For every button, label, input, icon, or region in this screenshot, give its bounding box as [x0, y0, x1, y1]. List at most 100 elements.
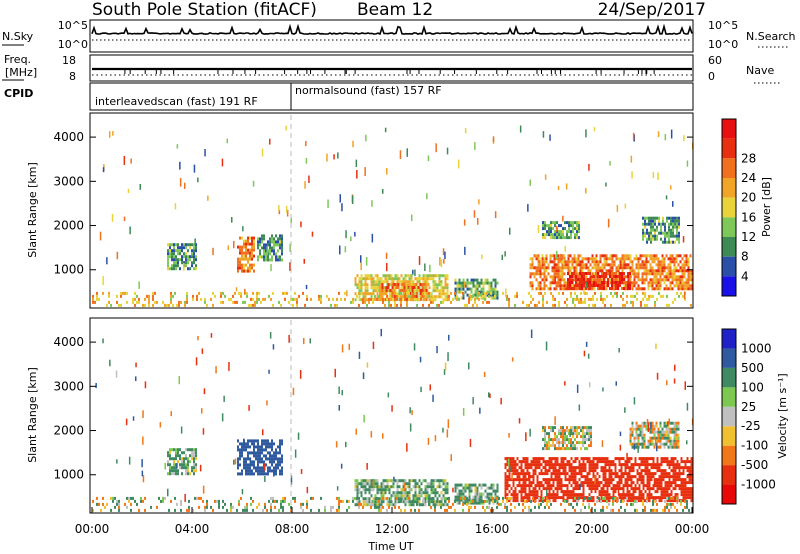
echo-cell [656, 297, 658, 301]
echo-cell [537, 254, 540, 258]
echo-cell [169, 246, 171, 250]
echo-cell [537, 225, 540, 233]
echo-cell [635, 272, 638, 276]
echo-cell [185, 264, 187, 268]
echo-cell [482, 296, 485, 300]
echo-cell [651, 272, 654, 276]
echo-cell [554, 457, 557, 461]
echo-cell [556, 463, 559, 467]
echo-cell [393, 295, 396, 298]
echo-cell [280, 505, 282, 509]
echo-cell [685, 269, 688, 273]
echo-cell [120, 294, 122, 298]
echo-cell [262, 297, 264, 301]
echo-cell [678, 294, 680, 298]
echo-cell [372, 300, 374, 304]
echo-cell [282, 496, 284, 500]
echo-cell [269, 252, 271, 256]
echo-cell [536, 493, 539, 497]
echo-cell [364, 488, 367, 492]
echo-cell [584, 475, 587, 479]
echo-cell [572, 297, 574, 301]
echo-cell [562, 466, 565, 470]
echo-cell [196, 297, 198, 301]
echo-cell [366, 289, 369, 293]
echo-cell [604, 481, 607, 485]
echo-cell [550, 429, 552, 433]
echo-cell [605, 257, 608, 261]
echo-cell [572, 466, 575, 470]
echo-cell [664, 487, 667, 491]
echo-cell [572, 487, 575, 491]
echo-cell [626, 496, 628, 500]
echo-cell [265, 258, 267, 262]
echo-cell [478, 495, 481, 499]
echo-cell [171, 249, 173, 253]
echo-cell [531, 263, 534, 267]
echo-cell [432, 295, 435, 299]
echo-cell [256, 300, 258, 304]
echo-cell [364, 500, 367, 504]
echo-cell [663, 442, 666, 446]
echo-cell [186, 294, 188, 298]
echo-cell [415, 298, 418, 301]
echo-cell [578, 227, 580, 231]
echo-cell [486, 505, 488, 509]
echo-cell [430, 491, 433, 495]
echo-cell [505, 288, 507, 298]
echo-cell [576, 432, 578, 436]
echo-cell [279, 460, 281, 464]
echo-cell [249, 439, 251, 443]
echo-cell [678, 475, 681, 479]
echo-cell [644, 499, 647, 503]
echo-cell [271, 445, 273, 449]
nsearch-tick-bottom: 10^0 [708, 38, 738, 51]
echo-cell [558, 496, 561, 500]
echo-cell [668, 460, 671, 464]
echo-cell [387, 298, 390, 301]
echo-cell [548, 487, 551, 491]
echo-cell [378, 294, 380, 298]
echo-cell [356, 170, 358, 179]
echo-cell [672, 466, 675, 470]
echo-cell [568, 475, 571, 479]
echo-cell [659, 287, 662, 291]
echo-cell [685, 287, 688, 291]
echo-cell [466, 293, 469, 297]
echo-cell [524, 505, 526, 509]
echo-cell [538, 460, 541, 464]
echo-cell [222, 300, 224, 304]
echo-cell [366, 298, 369, 302]
echo-cell [450, 505, 452, 509]
echo-cell [583, 284, 585, 287]
echo-cell [339, 194, 341, 203]
echo-cell [257, 463, 259, 467]
echo-cell [458, 492, 461, 496]
echo-cell [602, 487, 605, 491]
echo-cell [374, 482, 377, 486]
echo-cell [562, 472, 565, 476]
echo-cell [577, 260, 580, 264]
echo-cell [637, 266, 640, 270]
echo-cell [652, 466, 655, 470]
echo-cell [365, 257, 368, 266]
echo-cell [352, 297, 354, 301]
echo-cell [384, 303, 386, 307]
echo-cell [516, 475, 519, 479]
echo-cell [382, 280, 385, 284]
echo-cell [442, 482, 445, 486]
echo-cell [246, 291, 248, 295]
echo-cell [245, 463, 247, 467]
echo-cell [591, 287, 593, 290]
echo-cell [664, 457, 667, 461]
echo-cell [674, 475, 677, 479]
echo-cell [588, 487, 591, 491]
echo-cell [554, 233, 556, 237]
echo-cell [146, 294, 148, 298]
echo-cell [414, 289, 417, 293]
echo-cell [556, 435, 558, 439]
echo-cell [506, 460, 509, 464]
echo-cell [294, 496, 296, 500]
echo-cell [600, 496, 603, 500]
echo-cell [366, 303, 368, 307]
